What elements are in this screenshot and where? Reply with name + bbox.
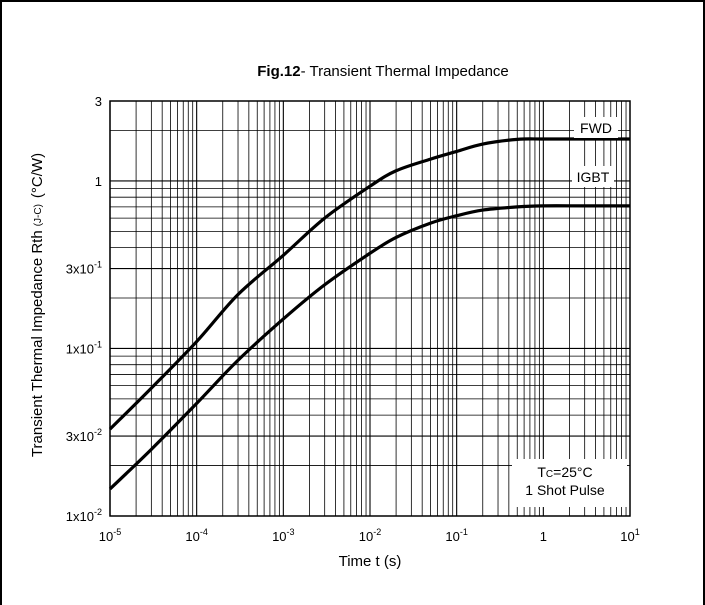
frame-border-left xyxy=(0,0,2,605)
chart-title-figure-number: Fig.12 xyxy=(257,63,300,80)
frame-border-right xyxy=(703,0,705,605)
y-tick-label: 1x10-1 xyxy=(66,339,102,356)
series-label-fwd: FWD xyxy=(580,120,612,136)
x-tick-label: 101 xyxy=(620,527,639,544)
x-tick-label: 10-4 xyxy=(185,527,207,544)
y-tick-label: 3x10-1 xyxy=(66,260,102,277)
x-tick-label: 10-5 xyxy=(99,527,121,544)
x-tick-label: 10-2 xyxy=(359,527,381,544)
x-tick-label: 10-3 xyxy=(272,527,294,544)
grid-lines xyxy=(109,100,630,517)
plot-area-border xyxy=(109,100,631,517)
annotation-pulse: 1 Shot Pulse xyxy=(525,482,605,498)
frame-border-top xyxy=(0,0,705,2)
series-line-igbt xyxy=(108,204,630,491)
series-line-fwd xyxy=(108,137,630,431)
series-label-igbt: IGBT xyxy=(577,169,610,185)
fwd-label-box: FWD xyxy=(574,117,618,138)
conditions-annotation: TC=25°C 1 Shot Pulse xyxy=(512,459,627,507)
y-tick-label: 3x10-2 xyxy=(66,427,102,444)
y-tick-label: 3 xyxy=(95,94,102,109)
annotation-case-temperature: TC=25°C xyxy=(537,464,592,480)
chart-title-text: - Transient Thermal Impedance xyxy=(301,63,509,80)
y-tick-label: 1 xyxy=(95,174,102,189)
y-axis-label: Transient Thermal Impedance Rth(J-C)(°C/… xyxy=(29,153,46,457)
igbt-label-box: IGBT xyxy=(572,166,614,187)
x-tick-labels: 10-5 10-4 10-3 10-2 10-1 1 101 xyxy=(99,527,640,544)
series-curves xyxy=(108,137,630,491)
x-tick-label: 10-1 xyxy=(445,527,467,544)
y-tick-label: 1x10-2 xyxy=(66,507,102,524)
x-axis-label: Time t (s) xyxy=(339,553,402,570)
chart-title: Fig.12- Transient Thermal Impedance xyxy=(257,63,509,80)
y-tick-labels: 3 1 3x10-1 1x10-1 3x10-2 1x10-2 xyxy=(66,94,102,524)
x-tick-label: 1 xyxy=(540,529,547,544)
